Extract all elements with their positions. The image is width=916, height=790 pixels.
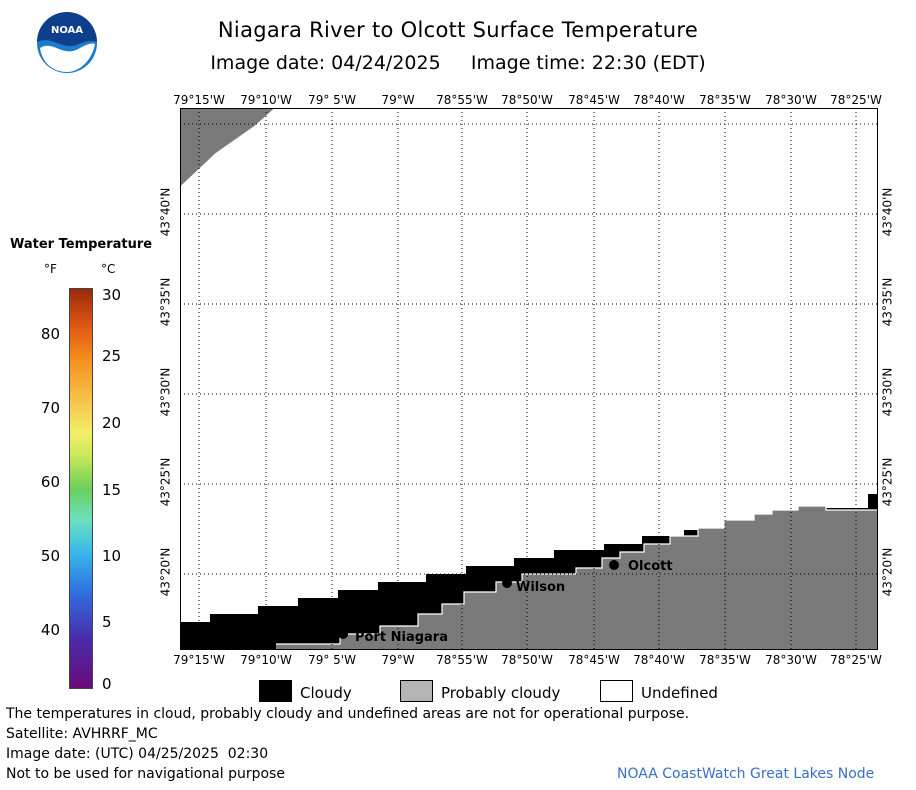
fahrenheit-tick: 50 [40, 547, 60, 565]
graticule [180, 108, 878, 650]
lon-label-top: 79°W [381, 93, 415, 107]
lon-label-bottom: 78°50'W [501, 653, 553, 667]
lon-label-bottom: 78°30'W [765, 653, 817, 667]
lon-label-bottom: 78°25'W [830, 653, 882, 667]
lon-label-top: 78°55'W [436, 93, 488, 107]
lon-label-top: 79° 5'W [308, 93, 356, 107]
image-date-label: Image date: 04/24/2025 [210, 52, 441, 74]
disclaimer-text: The temperatures in cloud, probably clou… [6, 706, 690, 722]
legend-f-unit: °F [44, 262, 57, 276]
utc-date-text: Image date: (UTC) 04/25/2025 02:30 [6, 746, 269, 762]
page-title: Niagara River to Olcott Surface Temperat… [217, 18, 699, 42]
lon-label-bottom: 78°40'W [633, 653, 685, 667]
wilson-marker [502, 578, 512, 588]
lat-label-right: 43°40'N [880, 187, 895, 237]
lon-label-top: 78°50'W [501, 93, 553, 107]
lat-label-right: 43°35'N [880, 277, 895, 327]
image-time-label: Image time: 22:30 (EDT) [470, 52, 706, 74]
fahrenheit-tick: 80 [40, 325, 60, 343]
map-frame [180, 108, 878, 650]
fahrenheit-tick: 70 [40, 399, 60, 417]
lon-label-bottom: 79° 5'W [308, 653, 356, 667]
place-label-olcott: Olcott [628, 559, 673, 574]
lon-label-bottom: 79°W [381, 653, 415, 667]
lat-label-left: 43°35'N [158, 277, 173, 327]
lon-label-bottom: 79°10'W [240, 653, 292, 667]
legend-c-unit: °C [101, 262, 116, 276]
lat-label-left: 43°20'N [158, 547, 173, 597]
probably-cloudy-swatch [400, 680, 433, 702]
lon-label-bottom: 78°45'W [568, 653, 620, 667]
navigation-warning: Not to be used for navigational purpose [6, 766, 285, 782]
temperature-colorbar [69, 288, 93, 689]
celsius-tick: 30 [102, 286, 122, 304]
probably-cloudy-label: Probably cloudy [441, 684, 561, 702]
map-border [180, 108, 878, 650]
lon-label-top: 78°35'W [699, 93, 751, 107]
lon-label-top: 79°15'W [173, 93, 225, 107]
lon-label-top: 78°40'W [633, 93, 685, 107]
place-label-wilson: Wilson [516, 580, 566, 595]
lon-label-bottom: 79°15'W [173, 653, 225, 667]
noaa-logo-icon: NOAA [37, 12, 97, 73]
lat-label-left: 43°30'N [158, 367, 173, 417]
lon-label-top: 78°45'W [568, 93, 620, 107]
cloudy-label: Cloudy [300, 684, 352, 702]
celsius-tick: 15 [102, 481, 122, 499]
port-niagara-marker [338, 629, 348, 639]
celsius-tick: 20 [102, 414, 122, 432]
cloudy-swatch [259, 680, 292, 702]
celsius-tick: 10 [102, 547, 122, 565]
logo-text: NOAA [51, 25, 83, 36]
lat-label-left: 43°25'N [158, 457, 173, 507]
lon-label-bottom: 78°55'W [436, 653, 488, 667]
lon-label-top: 78°25'W [830, 93, 882, 107]
celsius-tick: 25 [102, 347, 122, 365]
lon-label-bottom: 78°35'W [699, 653, 751, 667]
lat-label-left: 43°40'N [158, 187, 173, 237]
undefined-label: Undefined [641, 684, 718, 702]
undefined-swatch [600, 680, 633, 702]
credit-link[interactable]: NOAA CoastWatch Great Lakes Node [617, 766, 875, 782]
celsius-tick: 5 [102, 613, 112, 631]
south-shoreline [276, 505, 878, 645]
satellite-text: Satellite: AVHRRF_MC [6, 726, 158, 742]
lat-label-right: 43°25'N [880, 457, 895, 507]
lon-label-top: 79°10'W [240, 93, 292, 107]
olcott-marker [609, 560, 619, 570]
legend-title: Water Temperature [10, 237, 153, 252]
place-label-port-niagara: Port Niagara [355, 630, 448, 645]
lat-label-right: 43°30'N [880, 367, 895, 417]
fahrenheit-tick: 60 [40, 473, 60, 491]
fahrenheit-tick: 40 [40, 621, 60, 639]
page-subtitle: Image date: 04/24/2025 Image time: 22:30… [0, 52, 916, 74]
lon-label-top: 78°30'W [765, 93, 817, 107]
noaa-logo: NOAA [36, 12, 98, 74]
lat-label-right: 43°20'N [880, 547, 895, 597]
celsius-tick: 0 [102, 675, 112, 693]
